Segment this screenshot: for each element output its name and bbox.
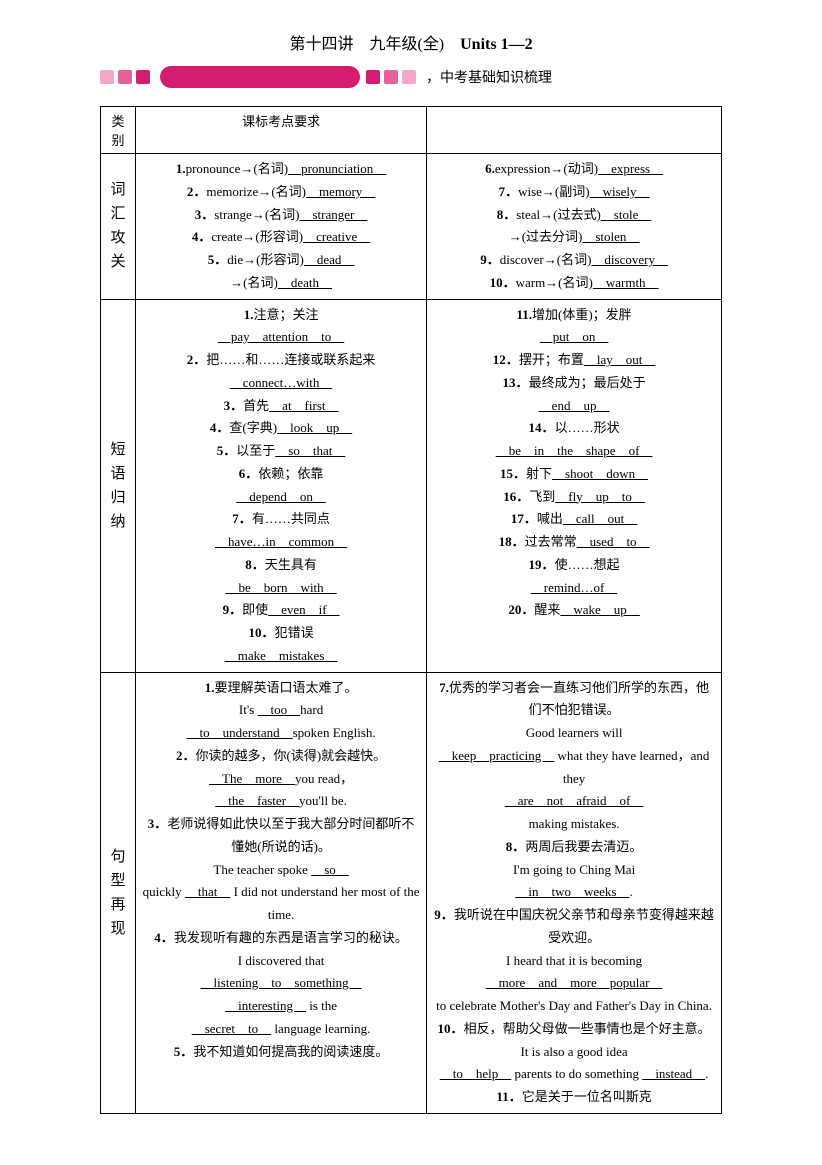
knowledge-table: 类别 课标考点要求 词 汇 攻 关 1.pronounce→(名词) pronu…	[100, 106, 722, 1114]
cat-vocab: 词 汇 攻 关	[101, 154, 136, 300]
deco-square	[118, 70, 132, 84]
vocab-right: 6.expression→(动词) express 7．wise→(副词) wi…	[427, 154, 722, 300]
phrase-right: 11.增加(体重)；发胖 put on 12．摆开；布置 lay out 13．…	[427, 299, 722, 672]
sentence-right: 7.优秀的学习者会一直练习他们所学的东西，他们不怕犯错误。Good learne…	[427, 672, 722, 1113]
vocab-left: 1.pronounce→(名词) pronunciation 2．memoriz…	[136, 154, 427, 300]
phrase-left: 1.注意；关注 pay attention to 2．把……和……连接或联系起来…	[136, 299, 427, 672]
row-sentence: 句 型 再 现 1.要理解英语口语太难了。It's too hard to un…	[101, 672, 722, 1113]
deco-square	[366, 70, 380, 84]
header-blank	[427, 107, 722, 154]
row-vocab: 词 汇 攻 关 1.pronounce→(名词) pronunciation 2…	[101, 154, 722, 300]
deco-square	[402, 70, 416, 84]
cat-sentence: 句 型 再 现	[101, 672, 136, 1113]
banner-label: ，中考基础知识梳理	[426, 67, 552, 87]
deco-square	[384, 70, 398, 84]
cat-phrase: 短 语 归 纳	[101, 299, 136, 672]
deco-bar	[160, 66, 360, 88]
sentence-left: 1.要理解英语口语太难了。It's too hard to understand…	[136, 672, 427, 1113]
deco-square	[100, 70, 114, 84]
row-phrase: 短 语 归 纳 1.注意；关注 pay attention to 2．把……和……	[101, 299, 722, 672]
page-title: 第十四讲 九年级(全) Units 1—2	[100, 30, 722, 54]
deco-square	[136, 70, 150, 84]
title-units: Units 1—2	[460, 36, 532, 53]
title-lecture: 第十四讲 九年级(全)	[289, 36, 460, 53]
section-banner: ，中考基础知识梳理	[100, 66, 722, 88]
table-header-row: 类别 课标考点要求	[101, 107, 722, 154]
header-category: 类别	[101, 107, 136, 154]
header-requirements: 课标考点要求	[136, 107, 427, 154]
